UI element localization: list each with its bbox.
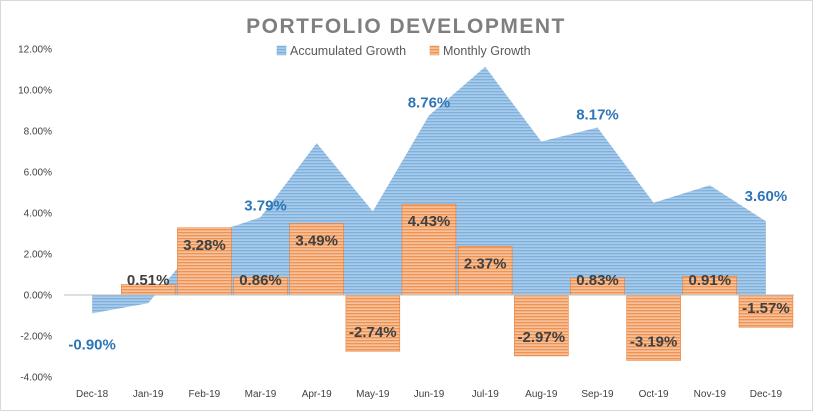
monthly-label-jul-19: 2.37% (464, 255, 507, 272)
monthly-label-nov-19: 0.91% (689, 272, 732, 289)
accumulated-area (92, 66, 766, 314)
x-tick-label: Apr-19 (302, 389, 332, 400)
monthly-label-aug-19: -2.97% (518, 329, 566, 346)
y-tick-label: 10.00% (18, 86, 52, 97)
x-tick-label: Nov-19 (694, 389, 727, 400)
x-axis-tick-labels: Dec-18 Jan-19 Feb-19 Mar-19 Apr-19 May-19 Jun-… (76, 389, 782, 400)
legend-swatch-monthly (429, 45, 440, 56)
y-tick-label: 8.00% (24, 127, 52, 138)
x-tick-label: May-19 (356, 389, 390, 400)
monthly-label-jan-19: 0.51% (127, 272, 170, 289)
x-tick-label: Mar-19 (245, 389, 277, 400)
accumulated-label-sep-19: 8.17% (576, 107, 619, 124)
monthly-label-jun-19: 4.43% (408, 213, 451, 230)
legend-swatch-accumulated (276, 45, 287, 56)
x-tick-label: Sep-19 (581, 389, 614, 400)
y-tick-label: -2.00% (20, 332, 52, 343)
y-tick-label: 6.00% (24, 168, 52, 179)
monthly-bar-apr-19 (289, 223, 344, 296)
monthly-bar-dec-19 (738, 294, 794, 328)
x-tick-label: Jun-19 (414, 389, 445, 400)
monthly-bar-may-19 (345, 294, 401, 352)
legend-label-accumulated: Accumulated Growth (290, 44, 406, 58)
monthly-bar-layer (121, 203, 794, 361)
monthly-bar-aug-19 (514, 294, 569, 357)
monthly-label-mar-19: 0.86% (239, 272, 282, 289)
accumulated-label-mar-19: 3.79% (244, 197, 287, 214)
monthly-label-apr-19: 3.49% (295, 233, 338, 250)
chart-title: PORTFOLIO DEVELOPMENT (246, 15, 566, 38)
monthly-bar-jun-19 (401, 203, 457, 296)
monthly-label-dec-19: -1.57% (742, 300, 790, 317)
x-tick-label: Jan-19 (133, 389, 164, 400)
x-tick-label: Feb-19 (189, 389, 221, 400)
monthly-data-labels: 0.51% 3.28% 0.86% 3.49% -2.74% 4.43% 2.37% -2.9… (127, 213, 790, 350)
monthly-label-may-19: -2.74% (349, 324, 397, 341)
accumulated-label-jun-19: 8.76% (408, 94, 451, 111)
x-tick-label: Jul-19 (472, 389, 500, 400)
x-tick-label: Dec-18 (76, 389, 109, 400)
x-tick-label: Aug-19 (525, 389, 558, 400)
y-tick-label: 4.00% (24, 209, 52, 220)
monthly-bar-oct-19 (626, 294, 681, 361)
y-tick-label: -4.00% (20, 373, 52, 384)
accumulated-label-dec-18: -0.90% (68, 336, 116, 353)
accumulated-area-layer (92, 66, 766, 314)
legend-label-monthly: Monthly Growth (443, 44, 531, 58)
y-axis-tick-labels: -4.00% -2.00% 0.00% 2.00% 4.00% 6.00% 8.00% 10.… (18, 45, 52, 384)
legend: Accumulated Growth Monthly Growth (276, 44, 531, 58)
monthly-label-sep-19: 0.83% (576, 272, 619, 289)
y-tick-label: 2.00% (24, 250, 52, 261)
x-tick-label: Oct-19 (639, 389, 669, 400)
monthly-bar-jul-19 (457, 246, 513, 296)
accumulated-label-dec-19: 3.60% (745, 188, 788, 205)
monthly-label-oct-19: -3.19% (630, 333, 678, 350)
y-tick-label: 0.00% (24, 291, 52, 302)
monthly-bar-feb-19 (177, 227, 232, 296)
y-tick-label: 12.00% (18, 45, 52, 56)
x-tick-label: Dec-19 (750, 389, 783, 400)
monthly-label-feb-19: 3.28% (183, 237, 226, 254)
accumulated-data-labels: -0.90% 3.79% 8.76% 8.17% 3.60% (68, 94, 787, 353)
